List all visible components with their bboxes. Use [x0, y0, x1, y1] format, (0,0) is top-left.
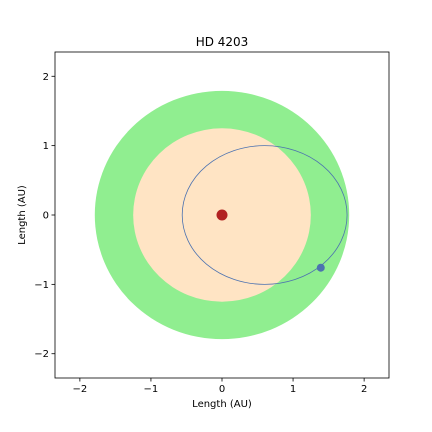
x-tick-label: 1: [290, 384, 296, 395]
y-tick-label: 0: [43, 211, 49, 222]
x-tick-label: −2: [72, 384, 87, 395]
x-tick-label: 2: [361, 384, 367, 395]
y-tick-label: 2: [43, 72, 49, 83]
y-axis-label: Length (AU): [17, 185, 28, 245]
x-axis-label: Length (AU): [192, 399, 252, 410]
x-tick-label: −1: [144, 384, 159, 395]
axes: −2 −1 0 1 2 −2 −1 0 1 2: [34, 51, 390, 395]
chart-title: HD 4203: [196, 35, 249, 49]
plot-area: [94, 90, 350, 340]
y-tick-label: −1: [34, 280, 49, 291]
star-marker: [216, 209, 228, 221]
planet-marker: [316, 263, 325, 272]
orbit-path: [181, 145, 348, 285]
y-tick-label: 1: [43, 141, 49, 152]
y-tick-label: −2: [34, 349, 49, 360]
x-tick-label: 0: [219, 384, 225, 395]
